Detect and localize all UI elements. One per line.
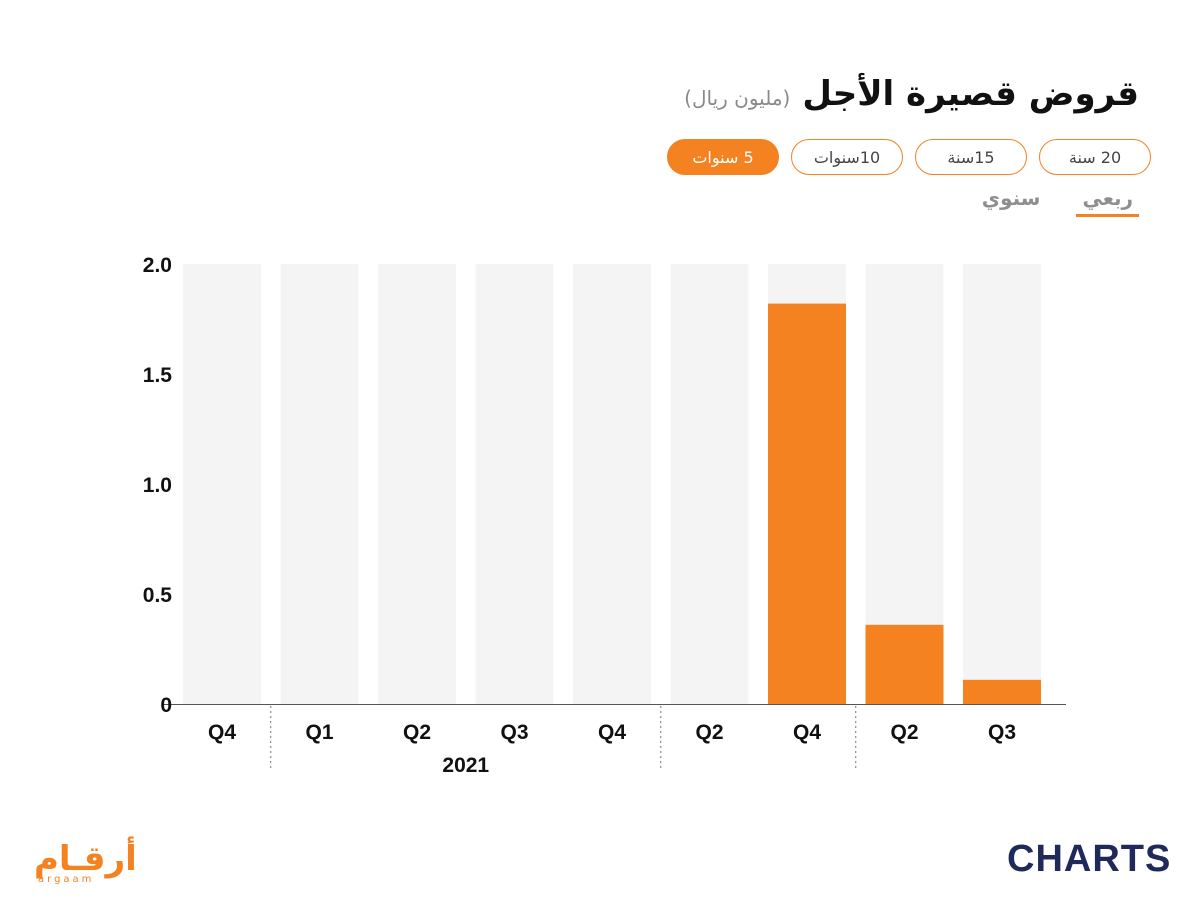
x-tick-label: Q2 <box>403 721 431 744</box>
bar-track <box>670 264 749 704</box>
y-tick-label: 0 <box>160 694 172 717</box>
argaam-logo: أرقـام <box>34 839 137 879</box>
period-5y-button[interactable]: 5 سنوات <box>667 139 779 175</box>
period-15y-button[interactable]: 15سنة <box>915 139 1027 175</box>
x-tick-label: Q4 <box>208 721 236 744</box>
period-10y-button[interactable]: 10سنوات <box>791 139 903 175</box>
y-tick-label: 1.5 <box>143 364 173 387</box>
x-tick-label: Q2 <box>695 721 723 744</box>
bar-track <box>475 264 554 704</box>
period-selector: 5 سنوات 10سنوات 15سنة 20 سنة <box>667 139 1151 175</box>
title-row: قروض قصيرة الأجل (مليون ريال) <box>684 74 1139 114</box>
bar-track <box>963 264 1041 704</box>
x-tick-label: Q3 <box>988 721 1016 744</box>
x-tick-label: Q2 <box>890 721 918 744</box>
page-title: قروض قصيرة الأجل <box>802 74 1139 114</box>
year-label: 2021 <box>442 754 489 777</box>
tab-annual[interactable]: سنوي <box>981 186 1041 210</box>
bar-track <box>573 264 651 704</box>
bar-track <box>378 264 456 704</box>
charts-logo: CHARTS <box>1007 838 1172 880</box>
bar-track <box>280 264 359 704</box>
x-tick-label: Q4 <box>793 721 821 744</box>
page-subtitle: (مليون ريال) <box>684 86 791 110</box>
y-tick-label: 2.0 <box>143 254 172 277</box>
argaam-logo-sub: argaam <box>38 874 95 885</box>
bar-track <box>183 264 261 704</box>
bar <box>768 303 846 704</box>
y-tick-label: 0.5 <box>143 584 173 607</box>
x-tick-label: Q4 <box>598 721 626 744</box>
x-tick-label: Q3 <box>500 721 528 744</box>
bar <box>963 679 1041 704</box>
y-tick-label: 1.0 <box>143 474 172 497</box>
tab-quarterly[interactable]: ربعي <box>1076 186 1139 217</box>
period-20y-button[interactable]: 20 سنة <box>1039 139 1151 175</box>
x-tick-label: Q1 <box>305 721 333 744</box>
bar <box>865 624 944 704</box>
frequency-tabs: سنوي ربعي <box>982 186 1139 217</box>
